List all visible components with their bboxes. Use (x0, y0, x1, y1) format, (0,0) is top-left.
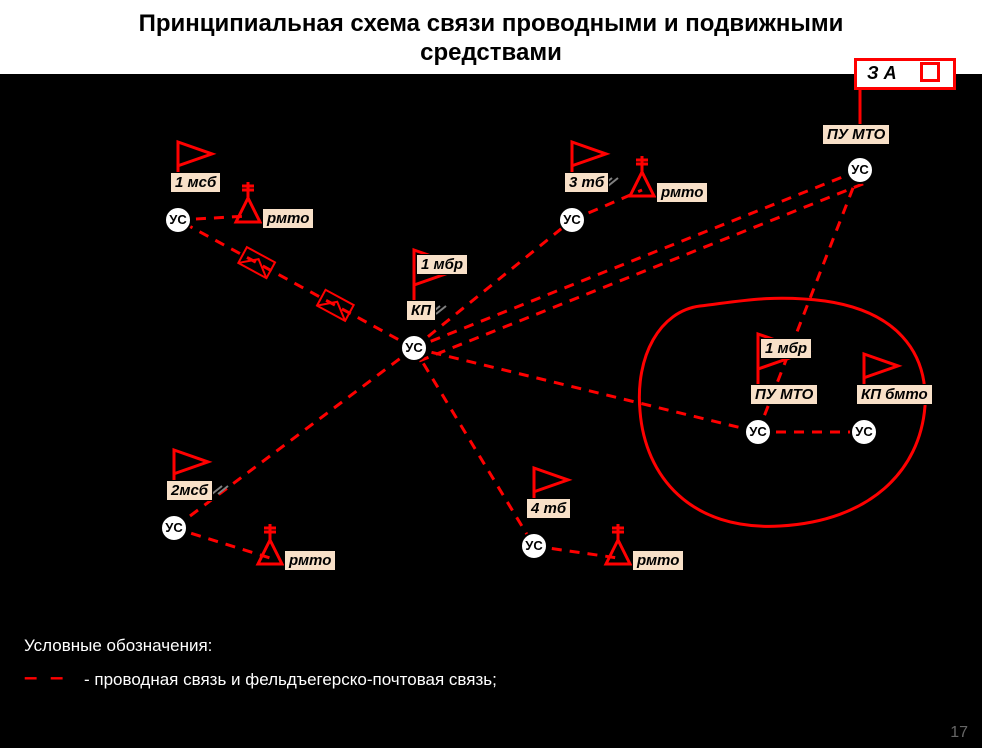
hq-flag-inner-box (920, 62, 940, 82)
node-label-n_pumto: ПУ МТО (750, 384, 818, 405)
node-top-label-n_kp: 1 мбр (416, 254, 468, 275)
node-label-n_kpbmto: КП бмто (856, 384, 933, 405)
node-label-n1_msb: 1 мсб (170, 172, 221, 193)
title-line1: Принципиальная схема связи проводными и … (0, 10, 982, 39)
node-label-n2_msb: 2мсб (166, 480, 213, 501)
rmto-label-n3_tb: рмто (656, 182, 708, 203)
us-node-n_kp: УС (400, 334, 428, 362)
rmto-label-n4_tb: рмто (632, 550, 684, 571)
us-node-n_pumto: УС (744, 418, 772, 446)
rmto-label-n2_msb: рмто (284, 550, 336, 571)
legend-dash-icon: – – (24, 664, 66, 692)
hq-sublabel: ПУ МТО (822, 124, 890, 145)
us-node-n2_msb: УС (160, 514, 188, 542)
hq-flag-label: З А (854, 58, 956, 90)
us-node-n1_msb: УС (164, 206, 192, 234)
page-number: 17 (950, 724, 968, 742)
legend-title: Условные обозначения: (24, 636, 212, 656)
node-label-n3_tb: 3 тб (564, 172, 609, 193)
rmto-label-n1_msb: рмто (262, 208, 314, 229)
node-label-n_kp: КП (406, 300, 436, 321)
diagram-canvas: Условные обозначения: – – - проводная св… (0, 76, 982, 748)
us-node-n4_tb: УС (520, 532, 548, 560)
title-bar: Принципиальная схема связи проводными и … (0, 0, 982, 76)
node-label-n4_tb: 4 тб (526, 498, 571, 519)
title-line2: средствами (0, 39, 982, 68)
node-top-label-n_pumto: 1 мбр (760, 338, 812, 359)
us-node-n_za: УС (846, 156, 874, 184)
us-node-n_kpbmto: УС (850, 418, 878, 446)
us-node-n3_tb: УС (558, 206, 586, 234)
legend-item: - проводная связь и фельдъегерско-почтов… (84, 670, 497, 690)
